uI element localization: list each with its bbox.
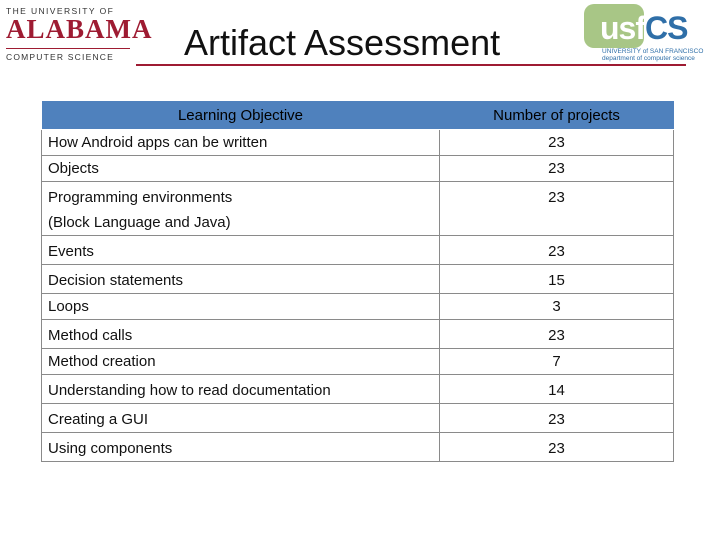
objective-cell: Loops (41, 293, 440, 320)
count-cell: 23 (439, 432, 674, 462)
column-header-projects: Number of projects (439, 101, 674, 130)
objective-cell: Method calls (41, 319, 440, 349)
table-row: Using components 23 (41, 432, 674, 462)
table-header-row: Learning Objective Number of projects (41, 101, 674, 130)
count-cell: 23 (439, 129, 674, 156)
table-row: Method creation 7 (41, 348, 674, 375)
objective-cell: Understanding how to read documentation (41, 374, 440, 404)
table-row: Loops 3 (41, 293, 674, 320)
assessment-table: Learning Objective Number of projects Ho… (41, 101, 674, 462)
count-cell: 15 (439, 264, 674, 294)
objective-cell: Creating a GUI (41, 403, 440, 433)
table-row: Programming environments (Block Language… (41, 181, 674, 236)
logo-usf-text: usf (600, 10, 646, 46)
objective-cell: How Android apps can be written (41, 129, 440, 156)
count-cell: 23 (439, 403, 674, 433)
objective-cell: Events (41, 235, 440, 265)
objective-line: (Block Language and Java) (48, 214, 231, 231)
objective-cell: Programming environments (Block Language… (41, 181, 440, 236)
table-row: Events 23 (41, 235, 674, 265)
table-row: How Android apps can be written 23 (41, 129, 674, 156)
logo-bottom-text: COMPUTER SCIENCE (6, 52, 114, 62)
table-row: Understanding how to read documentation … (41, 374, 674, 404)
logo-subtitle-department: department of computer science (602, 55, 695, 62)
logo-top-text: THE UNIVERSITY OF (6, 6, 115, 16)
table-row: Method calls 23 (41, 319, 674, 349)
university-of-alabama-logo: THE UNIVERSITY OF ALABAMA COMPUTER SCIEN… (6, 4, 152, 62)
logo-green-block (584, 4, 644, 48)
count-cell: 23 (439, 235, 674, 265)
count-cell: 23 (439, 155, 674, 182)
usf-cs-logo: usfCS UNIVERSITY of SAN FRANCISCO depart… (584, 4, 716, 62)
objective-cell: Objects (41, 155, 440, 182)
table-row: Decision statements 15 (41, 264, 674, 294)
page-title: Artifact Assessment (184, 22, 501, 63)
objective-cell: Method creation (41, 348, 440, 375)
logo-main-text: usfCS (600, 10, 688, 47)
logo-divider (6, 48, 130, 49)
count-cell: 23 (439, 319, 674, 349)
count-cell: 7 (439, 348, 674, 375)
objective-cell: Using components (41, 432, 440, 462)
title-underline (136, 64, 686, 66)
column-header-objective: Learning Objective (41, 101, 440, 130)
count-cell: 23 (439, 181, 674, 236)
table-row: Creating a GUI 23 (41, 403, 674, 433)
objective-cell: Decision statements (41, 264, 440, 294)
count-cell: 3 (439, 293, 674, 320)
objective-line: Programming environments (48, 189, 233, 206)
count-cell: 14 (439, 374, 674, 404)
logo-subtitle-university: UNIVERSITY of SAN FRANCISCO (602, 48, 704, 55)
logo-main-text: ALABAMA (6, 14, 153, 44)
table-row: Objects 23 (41, 155, 674, 182)
logo-cs-text: CS (645, 10, 688, 46)
